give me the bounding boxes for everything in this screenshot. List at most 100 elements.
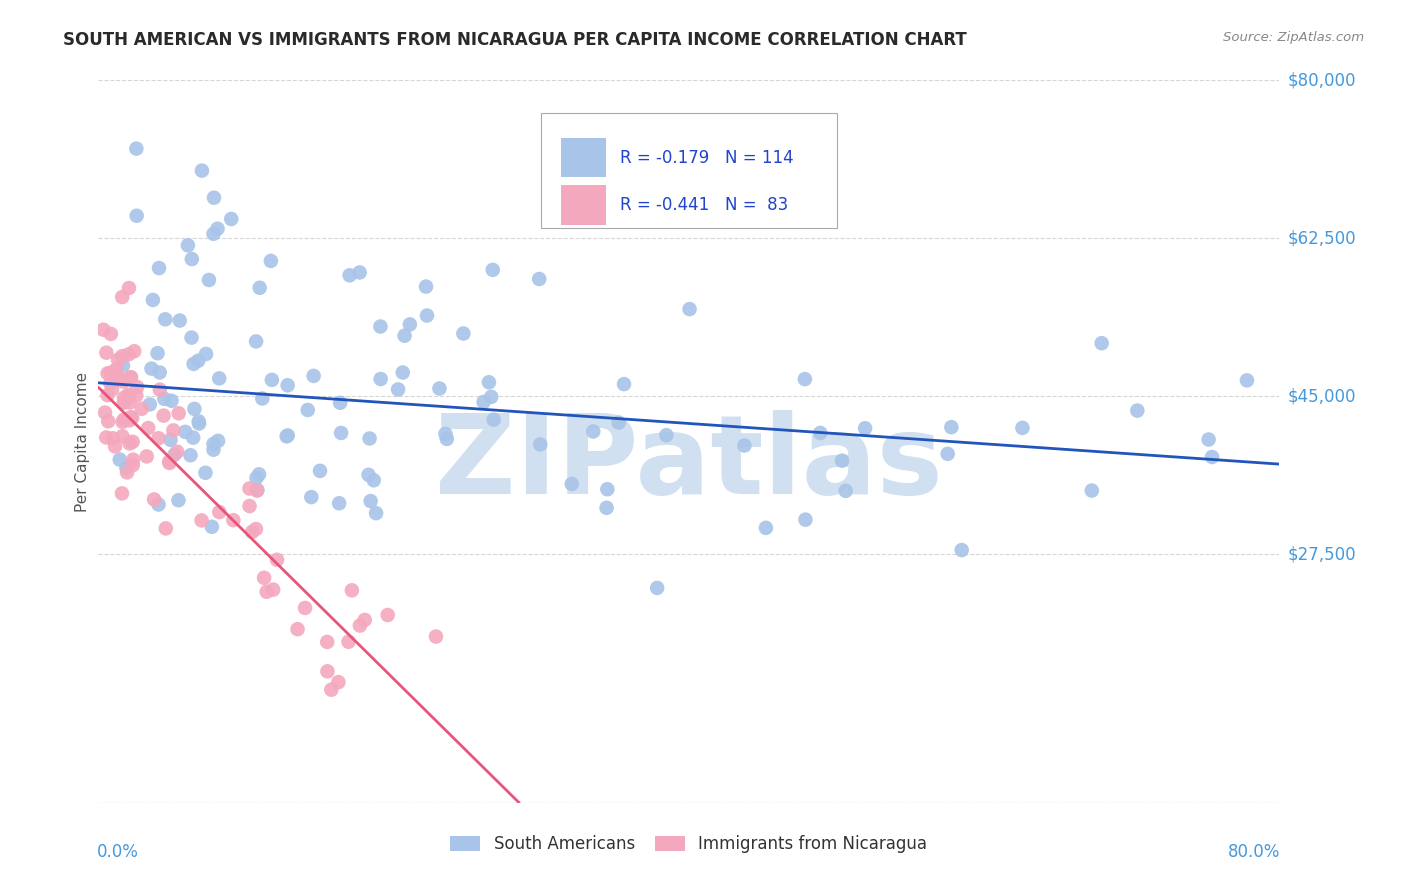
Point	[582, 425, 605, 439]
Point	[157, 455, 180, 469]
Point	[96, 430, 118, 444]
Point	[105, 362, 128, 376]
Point	[142, 293, 165, 307]
Point	[208, 505, 231, 519]
Point	[122, 344, 145, 359]
Point	[148, 431, 170, 445]
Point	[479, 390, 502, 404]
Point	[155, 521, 177, 535]
Point	[190, 513, 212, 527]
Point	[202, 191, 225, 205]
Point	[162, 424, 184, 438]
Point	[1198, 433, 1220, 447]
Point	[277, 428, 299, 442]
Point	[112, 395, 135, 409]
Point	[363, 473, 385, 487]
Point	[198, 273, 221, 287]
Point	[434, 426, 457, 441]
Point	[120, 410, 142, 425]
Point	[340, 583, 363, 598]
Point	[148, 261, 170, 276]
Point	[120, 370, 142, 384]
Point	[194, 466, 217, 480]
Point	[101, 431, 124, 445]
Point	[245, 334, 267, 349]
Point	[111, 290, 134, 304]
Point	[377, 607, 399, 622]
Point	[131, 401, 153, 416]
Point	[222, 513, 245, 527]
Point	[141, 361, 163, 376]
Point	[394, 328, 416, 343]
Point	[179, 448, 201, 462]
Point	[808, 425, 831, 440]
Point	[607, 416, 630, 430]
Point	[249, 281, 271, 295]
Point	[831, 453, 853, 467]
Point	[360, 494, 382, 508]
Point	[136, 421, 159, 435]
Point	[93, 323, 115, 337]
Point	[111, 349, 134, 363]
Point	[177, 238, 200, 252]
Point	[143, 492, 166, 507]
Point	[121, 434, 143, 449]
Point	[163, 448, 186, 462]
Point	[1236, 373, 1258, 387]
Point	[302, 368, 325, 383]
Point	[180, 330, 202, 344]
Point	[245, 522, 267, 536]
Point	[207, 221, 229, 235]
Point	[121, 458, 143, 473]
Bar	[561, 186, 606, 225]
Point	[159, 456, 181, 470]
Point	[595, 500, 617, 515]
Text: R = -0.179   N = 114: R = -0.179 N = 114	[620, 149, 794, 167]
Point	[266, 553, 288, 567]
Point	[112, 412, 135, 426]
Point	[187, 414, 209, 428]
Point	[125, 142, 148, 156]
Point	[117, 389, 139, 403]
Point	[195, 347, 218, 361]
Point	[153, 392, 176, 406]
Text: SOUTH AMERICAN VS IMMIGRANTS FROM NICARAGUA PER CAPITA INCOME CORRELATION CHART: SOUTH AMERICAN VS IMMIGRANTS FROM NICARA…	[63, 31, 967, 49]
Point	[794, 513, 817, 527]
Point	[472, 395, 495, 409]
Point	[112, 375, 135, 389]
Point	[678, 302, 700, 317]
Text: $27,500: $27,500	[1288, 545, 1357, 564]
Text: 0.0%: 0.0%	[97, 843, 139, 861]
Point	[415, 279, 437, 293]
Point	[941, 420, 963, 434]
Point	[482, 412, 505, 426]
Point	[125, 209, 148, 223]
Point	[359, 432, 381, 446]
Point	[149, 383, 172, 397]
Point	[183, 357, 205, 371]
Point	[107, 372, 129, 386]
Y-axis label: Per Capita Income: Per Capita Income	[75, 371, 90, 512]
Point	[183, 401, 205, 416]
Point	[118, 281, 141, 295]
Point	[399, 318, 422, 332]
Point	[429, 382, 451, 396]
Point	[181, 431, 204, 445]
Point	[152, 409, 174, 423]
Point	[191, 163, 214, 178]
Point	[252, 392, 274, 406]
Point	[245, 471, 267, 485]
Point	[187, 353, 209, 368]
Point	[364, 506, 387, 520]
Point	[1081, 483, 1104, 498]
Point	[936, 447, 959, 461]
Point	[118, 413, 141, 427]
Point	[208, 371, 231, 385]
Point	[96, 388, 118, 402]
Point	[370, 319, 392, 334]
Point	[167, 406, 190, 420]
Point	[104, 439, 127, 453]
Point	[260, 373, 283, 387]
Point	[118, 347, 141, 361]
Point	[202, 437, 225, 451]
